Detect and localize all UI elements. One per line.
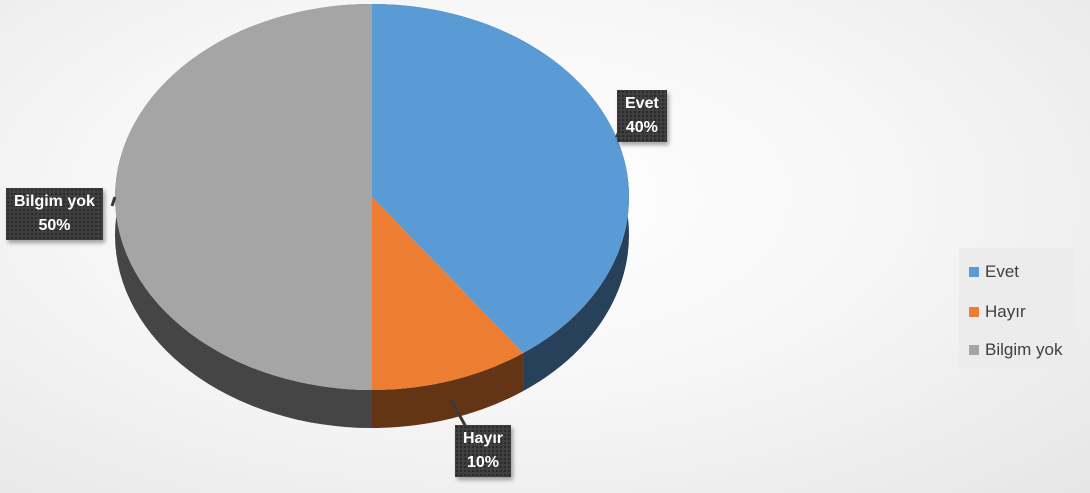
- legend-label-bilgim-yok: Bilgim yok: [985, 340, 1063, 359]
- legend-item-evet: Evet: [969, 261, 1019, 283]
- slice-bilgim-yok: [115, 4, 372, 390]
- legend-item-bilgim-yok: Bilgim yok: [969, 339, 1062, 361]
- data-label-bilgim-yok: Bilgim yok 50%: [6, 188, 103, 240]
- legend-swatch-evet: [969, 267, 979, 277]
- slice-evet: [372, 4, 629, 354]
- legend-swatch-bilgim-yok: [969, 345, 979, 355]
- legend-label-evet: Evet: [985, 262, 1020, 281]
- legend-item-hayir: Hayır: [969, 301, 1026, 323]
- slice-side-hayir: [372, 353, 524, 428]
- leader-line-hayir: [450, 399, 468, 428]
- slice-hayir: [372, 197, 524, 390]
- legend-label-hayir: Hayır: [985, 302, 1026, 321]
- leader-line-bilgim-yok: [110, 196, 117, 207]
- data-label-evet: Evet 40%: [617, 90, 667, 142]
- legend: Evet Hayır Bilgim yok: [959, 248, 1075, 368]
- data-label-hayir: Hayır 10%: [455, 425, 512, 477]
- legend-swatch-hayir: [969, 307, 979, 317]
